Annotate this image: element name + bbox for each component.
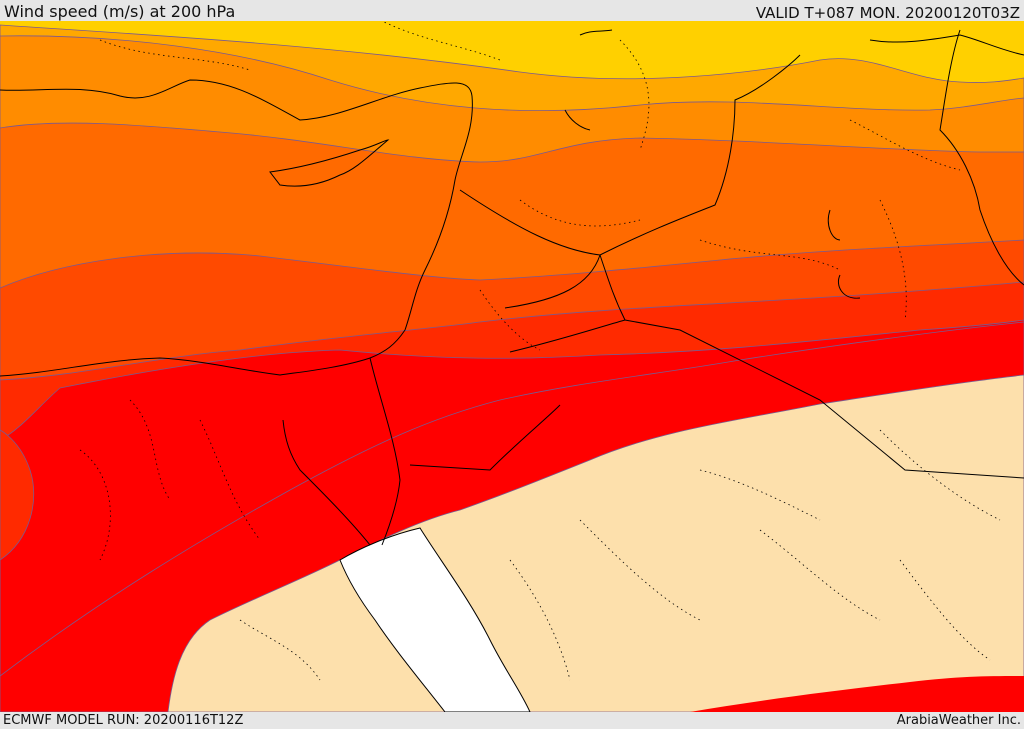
header-bar: Wind speed (m/s) at 200 hPa VALID T+087 …: [0, 0, 1024, 22]
dotted-boundaries: [79, 21, 1001, 681]
coastlines: [0, 29, 1024, 546]
band-red-south: [690, 676, 1024, 712]
wind-speed-map: [0, 21, 1024, 712]
red-sea: [339, 527, 531, 712]
band-orange-red-west: [0, 429, 35, 712]
valid-time-label: VALID T+087 MON. 20200120T03Z: [755, 4, 1020, 22]
map-title: Wind speed (m/s) at 200 hPa: [4, 2, 236, 21]
model-run-label: ECMWF MODEL RUN: 20200116T12Z: [3, 713, 244, 728]
credit-label: ArabiaWeather Inc.: [896, 713, 1021, 728]
footer-bar: ECMWF MODEL RUN: 20200116T12Z ArabiaWeat…: [0, 712, 1024, 729]
